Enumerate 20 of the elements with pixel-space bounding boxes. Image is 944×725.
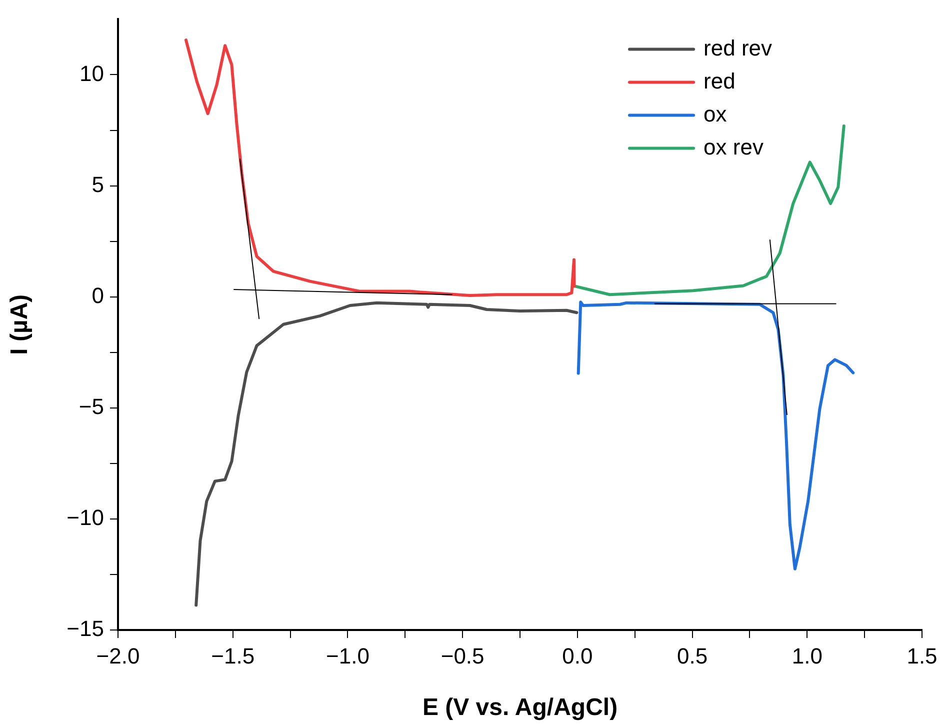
y-axis-title: I (µA) bbox=[6, 294, 34, 355]
x-tick-label: −1.0 bbox=[326, 643, 370, 668]
legend-label: ox bbox=[704, 101, 727, 126]
y-tick-label: −5 bbox=[78, 394, 104, 419]
y-tick-label: 10 bbox=[80, 60, 104, 86]
x-tick-label: 0.0 bbox=[562, 643, 593, 668]
y-tick-label: −10 bbox=[66, 505, 104, 530]
x-tick-label: 1.0 bbox=[792, 643, 822, 668]
y-tick-label: −15 bbox=[66, 616, 104, 642]
x-tick-label: 1.5 bbox=[906, 643, 938, 668]
legend-label: ox rev bbox=[704, 134, 764, 160]
x-tick-label: −0.5 bbox=[440, 643, 484, 668]
y-tick-label: 5 bbox=[92, 172, 104, 197]
x-tick-label: −2.0 bbox=[96, 643, 140, 668]
x-tick-label: 0.5 bbox=[676, 643, 708, 668]
y-tick-label: 0 bbox=[92, 282, 104, 308]
x-tick-label: −1.5 bbox=[211, 643, 255, 668]
legend-label: red rev bbox=[704, 35, 772, 60]
x-axis-title: E (V vs. Ag/AgCl) bbox=[422, 694, 618, 722]
legend-label: red bbox=[704, 68, 736, 94]
